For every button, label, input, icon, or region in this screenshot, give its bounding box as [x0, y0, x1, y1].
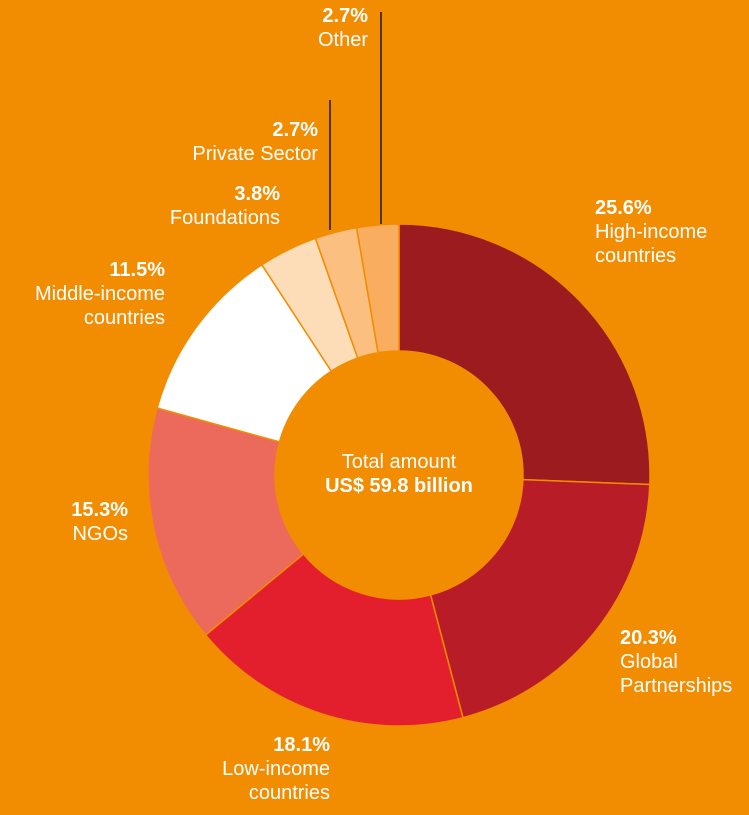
- segment-label: 25.6% High-income countries: [595, 196, 745, 268]
- category-label: Other: [317, 29, 368, 51]
- value-label: 18.1%: [273, 734, 330, 756]
- category-label: NGOs: [72, 523, 128, 545]
- segment-label: 18.1% Low-income countries: [210, 733, 330, 805]
- center-label: Total amount US$ 59.8 billion: [299, 450, 499, 498]
- value-label: 3.8%: [234, 183, 280, 205]
- segment-label: 2.7% Private Sector: [100, 118, 318, 166]
- category-label: Low-income countries: [222, 758, 330, 804]
- value-label: 2.7%: [272, 119, 318, 141]
- segment-label: 11.5% Middle-income countries: [0, 258, 165, 330]
- value-label: 20.3%: [620, 627, 677, 649]
- category-label: Foundations: [169, 207, 280, 229]
- value-label: 25.6%: [595, 197, 652, 219]
- segment-label: 2.7% Other: [200, 4, 368, 52]
- donut-segment: [204, 552, 464, 727]
- category-label: Private Sector: [192, 143, 318, 165]
- value-label: 15.3%: [71, 499, 128, 521]
- donut-segment: [147, 407, 305, 637]
- segment-label: 3.8% Foundations: [80, 182, 280, 230]
- value-label: 2.7%: [322, 5, 368, 27]
- donut-segment: [429, 478, 651, 719]
- donut-segment: [355, 223, 400, 354]
- value-label: 11.5%: [109, 259, 165, 281]
- category-label: Middle-income countries: [34, 283, 165, 329]
- segment-label: 20.3% Global Partnerships: [620, 626, 749, 698]
- category-label: Global Partnerships: [620, 651, 733, 697]
- center-total: US$ 59.8 billion: [325, 475, 473, 497]
- category-label: High-income countries: [595, 221, 708, 267]
- donut-segment: [398, 223, 651, 486]
- center-title: Total amount: [341, 451, 457, 473]
- segment-label: 15.3% NGOs: [0, 498, 128, 546]
